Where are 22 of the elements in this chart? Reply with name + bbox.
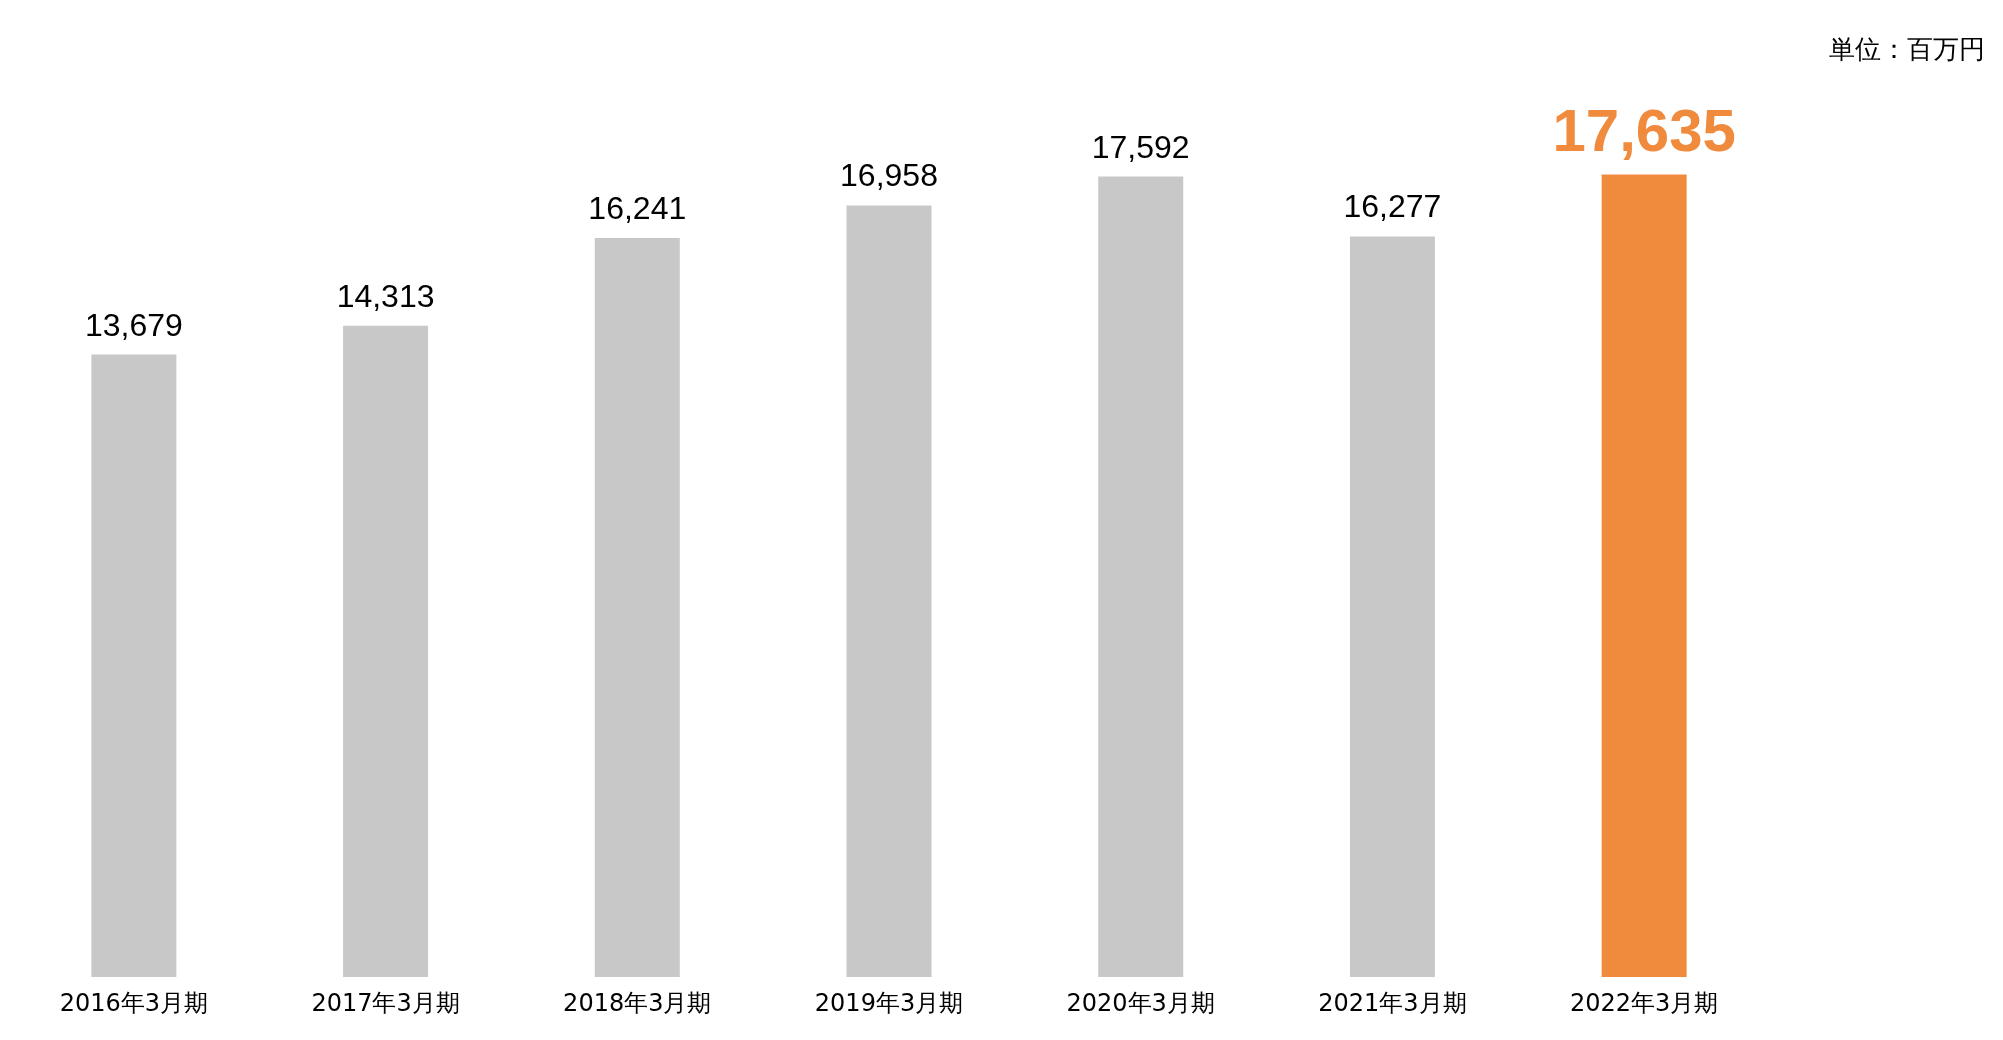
bar: [846, 205, 932, 977]
x-tick-label: 2021年3月期: [1318, 989, 1467, 1017]
data-label: 16,958: [840, 157, 938, 194]
data-label: 14,313: [336, 277, 435, 314]
bar: [1601, 174, 1687, 977]
x-tick-label: 2020年3月期: [1066, 989, 1215, 1017]
x-tick-label: 2017年3月期: [311, 989, 460, 1017]
bar: [1098, 176, 1184, 977]
data-label: 16,277: [1343, 188, 1442, 225]
bar: [1349, 236, 1435, 977]
bar: [91, 354, 177, 977]
data-label: 17,592: [1091, 128, 1190, 165]
x-tick-label: 2018年3月期: [563, 989, 712, 1017]
text: 単位：百万円: [1829, 34, 1985, 64]
bar: [594, 238, 680, 977]
data-label: 17,635: [1552, 97, 1736, 165]
data-label: 13,679: [84, 306, 183, 343]
bar: [343, 325, 429, 977]
x-tick-label: 2016年3月期: [59, 989, 209, 1017]
data-label: 16,241: [588, 190, 687, 227]
x-tick-label: 2019年3月期: [814, 989, 964, 1017]
x-tick-label: 2022年3月期: [1569, 989, 1719, 1017]
